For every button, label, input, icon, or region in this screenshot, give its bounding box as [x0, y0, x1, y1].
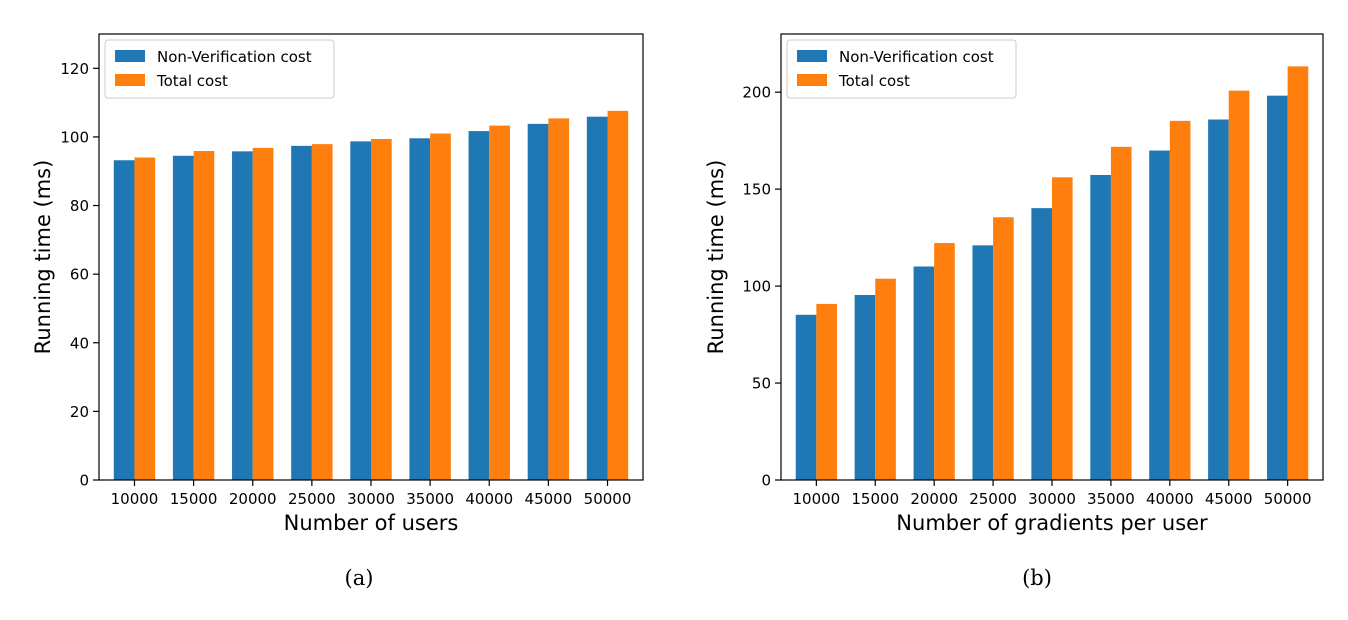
legend-label: Total cost: [838, 72, 910, 90]
bar-non-verification-50000: [586, 116, 608, 480]
legend-swatch: [115, 74, 145, 86]
legend-box: [786, 39, 1017, 99]
x-tick-label: 20000: [910, 490, 958, 508]
bar-non-verification-30000: [350, 141, 371, 481]
bar-total-45000: [1228, 90, 1250, 480]
legend-swatch: [797, 74, 827, 86]
x-tick-label: 35000: [1087, 490, 1135, 508]
x-axis-label: Number of users: [284, 511, 459, 535]
bar-non-verification-50000: [1267, 95, 1288, 481]
y-axis-label: Running time (ms): [31, 160, 55, 355]
bar-total-35000: [1110, 146, 1132, 480]
legend-label: Non-Verification cost: [157, 48, 312, 66]
bar-non-verification-35000: [409, 138, 431, 480]
bar-total-45000: [548, 118, 570, 481]
chart-b: 0 50 100 150 200 10000 15000 20000 25000 30000 350…: [704, 33, 1324, 535]
bar-total-10000: [134, 157, 156, 480]
bar-non-verification-10000: [795, 314, 817, 480]
x-tick-label: 40000: [465, 490, 513, 508]
y-axis-label: Running time (ms): [704, 160, 728, 355]
x-tick-label: 50000: [1264, 490, 1312, 508]
x-tick-label: 35000: [406, 490, 454, 508]
y-tick-label: 20: [70, 403, 89, 421]
bar-non-verification-10000: [113, 160, 135, 480]
y-tick-label: 80: [70, 197, 89, 215]
legend-box: [104, 39, 335, 99]
x-tick-label: 30000: [1028, 490, 1076, 508]
x-tick-label: 10000: [792, 490, 840, 508]
bar-total-25000: [311, 144, 333, 480]
y-tick-label: 100: [742, 278, 771, 296]
x-tick-label: 40000: [1146, 490, 1194, 508]
y-tick-label: 50: [752, 375, 771, 393]
bar-non-verification-20000: [913, 266, 935, 480]
caption-b: (b): [1022, 566, 1052, 590]
legend-label: Total cost: [156, 72, 228, 90]
y-tick-label: 200: [742, 84, 771, 102]
caption-a: (a): [344, 566, 374, 590]
x-tick-label: 45000: [525, 490, 573, 508]
x-tick-label: 25000: [288, 490, 336, 508]
bar-total-15000: [875, 278, 896, 480]
bar-non-verification-25000: [972, 245, 994, 480]
bar-total-20000: [934, 243, 955, 480]
legend-swatch: [797, 50, 827, 62]
bar-non-verification-45000: [1208, 119, 1229, 480]
y-tick-label: 60: [70, 266, 89, 284]
y-tick-label: 0: [79, 472, 89, 490]
y-tick-label: 40: [70, 334, 89, 352]
bar-total-35000: [430, 133, 451, 480]
x-tick-label: 20000: [229, 490, 277, 508]
bar-total-50000: [607, 110, 629, 480]
chart-a: 0 20 40 60 80 100 120 10000 15000 20000 25000 30000…: [31, 33, 644, 535]
bar-non-verification-25000: [291, 145, 312, 480]
x-tick-label: 15000: [851, 490, 899, 508]
bar-non-verification-35000: [1090, 174, 1111, 480]
bar-non-verification-20000: [232, 151, 253, 480]
bar-non-verification-40000: [468, 131, 490, 481]
bar-total-30000: [1052, 177, 1073, 480]
y-tick-label: 100: [60, 128, 89, 146]
bar-non-verification-30000: [1031, 208, 1052, 480]
x-axis-label: Number of gradients per user: [896, 511, 1208, 535]
bar-total-40000: [489, 125, 510, 481]
y-tick-label: 0: [761, 472, 771, 490]
bar-total-30000: [371, 138, 392, 480]
bar-total-10000: [816, 303, 837, 480]
bar-non-verification-15000: [854, 295, 876, 480]
bar-total-20000: [252, 147, 274, 480]
bar-total-15000: [193, 150, 215, 480]
bar-total-50000: [1287, 66, 1309, 480]
legend-swatch: [115, 50, 145, 62]
x-tick-label: 45000: [1205, 490, 1253, 508]
bar-non-verification-40000: [1149, 150, 1170, 480]
bar-total-25000: [993, 217, 1014, 480]
bar-total-40000: [1169, 120, 1191, 480]
legend-label: Non-Verification cost: [839, 48, 994, 66]
x-tick-label: 15000: [170, 490, 218, 508]
x-tick-label: 25000: [969, 490, 1017, 508]
x-tick-label: 10000: [111, 490, 159, 508]
y-tick-label: 120: [60, 60, 89, 78]
x-tick-label: 30000: [347, 490, 395, 508]
y-tick-label: 150: [742, 181, 771, 199]
bar-non-verification-15000: [172, 155, 194, 481]
bar-non-verification-45000: [527, 123, 549, 480]
x-tick-label: 50000: [584, 490, 632, 508]
